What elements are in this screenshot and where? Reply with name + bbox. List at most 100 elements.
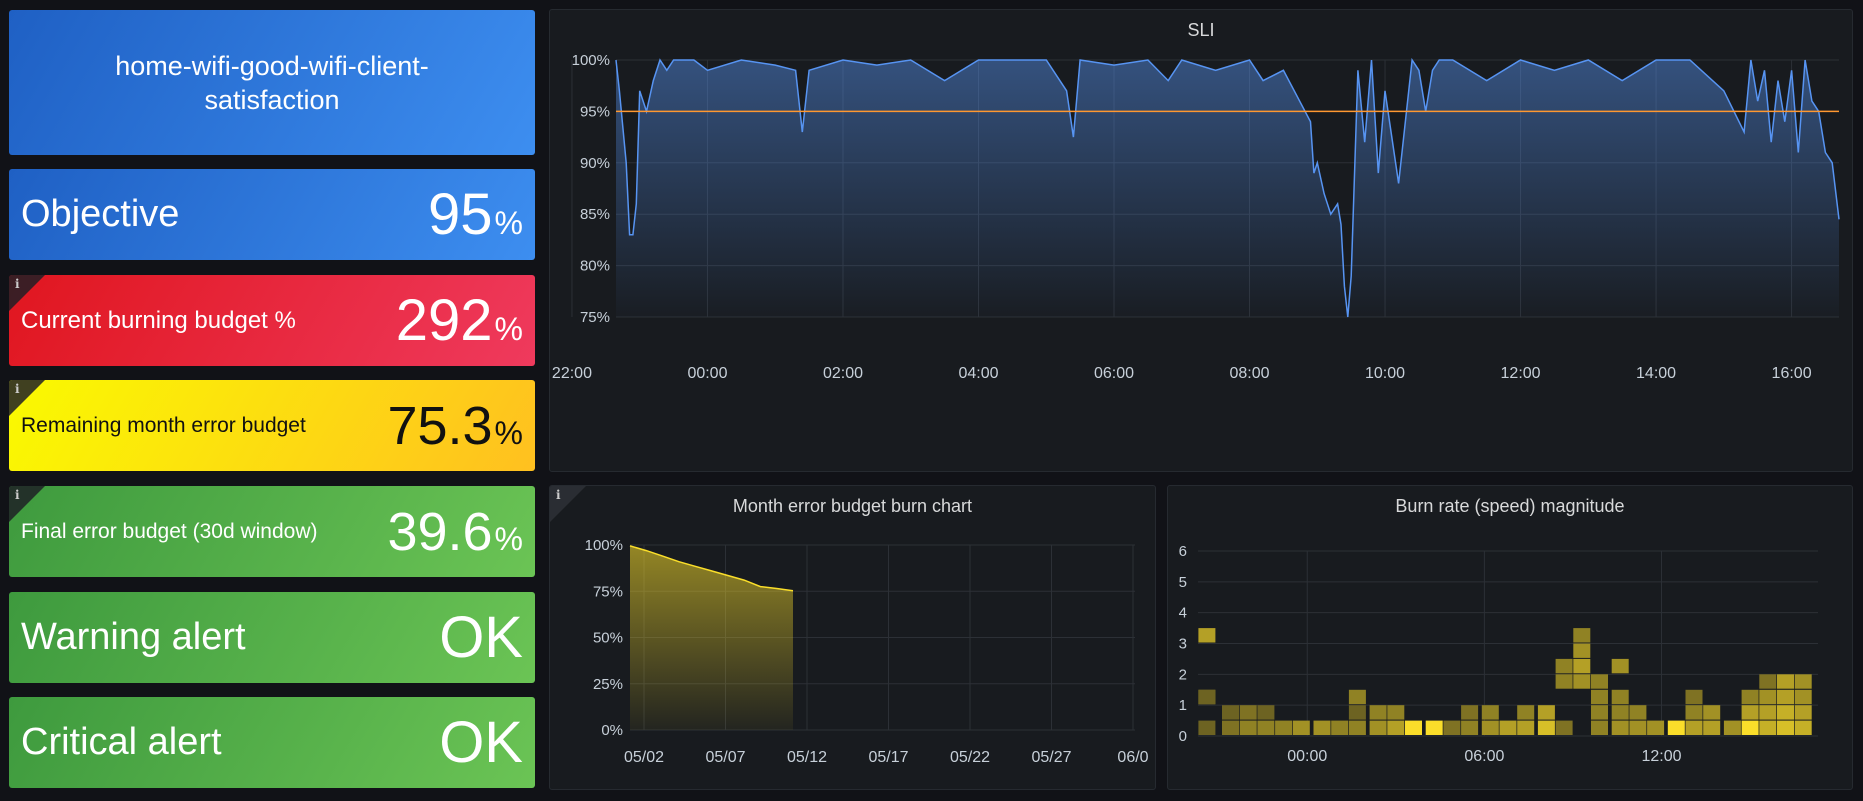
burning-budget-value: 292%: [396, 291, 523, 350]
info-corner[interactable]: [9, 275, 45, 311]
heatmap-cell: [1348, 705, 1366, 720]
burn-chart-y-tick-label: 0%: [601, 722, 623, 739]
heatmap-cell: [1703, 720, 1721, 735]
heatmap-cell: [1443, 720, 1461, 735]
info-corner[interactable]: [9, 486, 45, 522]
critical-alert-label: Critical alert: [21, 721, 222, 763]
warning-alert-stat: Warning alert OK: [9, 592, 535, 683]
heatmap-cell: [1517, 720, 1535, 735]
heatmap-cell: [1685, 705, 1703, 720]
sli-series-line: [615, 57, 1840, 318]
info-icon[interactable]: i: [15, 382, 20, 396]
info-icon[interactable]: i: [556, 488, 561, 502]
final-budget-label: Final error budget (30d window): [21, 519, 318, 543]
sli-x-tick-label: 08:00: [1229, 365, 1269, 382]
burning-budget-unit: %: [494, 310, 523, 347]
sli-x-tick-label: 06:00: [1094, 365, 1134, 382]
heatmap-cell: [1292, 720, 1310, 735]
objective-label: Objective: [21, 193, 180, 235]
info-icon[interactable]: i: [15, 277, 20, 291]
objective-value: 95%: [428, 185, 523, 244]
heatmap-cell: [1777, 720, 1794, 735]
sli-area: [616, 60, 1839, 317]
burn-rate-heatmap: 0 1 2 3 4 5 6 00:00 06:00 12:00: [1179, 543, 1818, 765]
burn-chart-x-tick-label: 05/22: [950, 749, 990, 766]
heatmap-cell: [1611, 689, 1629, 705]
heatmap-cell: [1703, 705, 1721, 720]
heatmap-cell: [1794, 720, 1812, 735]
sli-x-tick-label: 22:00: [552, 365, 592, 382]
budget-series-line: [629, 545, 794, 592]
burn-rate-x-tick-label: 06:00: [1464, 748, 1504, 765]
sli-x-tick-label: 02:00: [823, 365, 863, 382]
heatmap-cell: [1537, 720, 1555, 735]
heatmap-cell: [1777, 674, 1794, 689]
heatmap-cell: [1198, 689, 1216, 705]
heatmap-cell: [1759, 689, 1777, 705]
sli-y-tick-label: 90%: [580, 155, 610, 172]
burn-chart-y-tick-label: 75%: [593, 583, 623, 600]
sli-y-tick-label: 80%: [580, 258, 610, 275]
heatmap-cell: [1741, 720, 1759, 735]
final-budget-unit: %: [494, 520, 523, 557]
heatmap-cell: [1313, 720, 1331, 735]
heatmap-cell: [1629, 705, 1647, 720]
heatmap-cell: [1461, 705, 1479, 720]
sli-y-tick-label: 75%: [580, 309, 610, 326]
heatmap-cell: [1723, 720, 1741, 735]
heatmap-cell: [1591, 705, 1608, 720]
info-icon[interactable]: i: [15, 488, 20, 502]
burn-rate-y-tick-label: 6: [1179, 543, 1187, 560]
heatmap-cell: [1573, 643, 1591, 658]
heatmap-cell: [1369, 720, 1387, 735]
heatmap-cell: [1741, 689, 1759, 705]
burn-rate-y-tick-label: 2: [1179, 666, 1187, 683]
heatmap-cell: [1741, 705, 1759, 720]
burning-budget-number: 292: [395, 287, 493, 353]
burn-chart-title: Month error budget burn chart: [732, 496, 973, 516]
heatmap-cell: [1611, 720, 1629, 735]
heatmap-cell: [1239, 720, 1257, 735]
sli-x-tick-label: 16:00: [1772, 365, 1812, 382]
heatmap-cell: [1794, 689, 1812, 705]
heatmap-cell: [1629, 720, 1647, 735]
heatmap-cell: [1591, 674, 1608, 689]
heatmap-cell: [1573, 674, 1591, 689]
info-corner[interactable]: [9, 380, 45, 416]
heatmap-cell: [1499, 720, 1517, 735]
info-corner[interactable]: [550, 486, 586, 522]
heatmap-cell: [1794, 705, 1812, 720]
heatmap-cell: [1759, 720, 1777, 735]
heatmap-cell: [1198, 628, 1216, 643]
final-budget-number: 39.6: [387, 501, 493, 562]
heatmap-cell: [1555, 720, 1573, 735]
heatmap-cell: [1611, 705, 1629, 720]
heatmap-cell: [1777, 705, 1794, 720]
burn-chart-x-tick-label: 06/0: [1117, 749, 1148, 766]
burn-chart-x-tick-label: 05/12: [787, 749, 827, 766]
burn-chart-y-tick-label: 100%: [585, 537, 623, 554]
objective-stat: Objective 95%: [9, 169, 535, 260]
heatmap-cell: [1759, 674, 1777, 689]
warning-alert-label: Warning alert: [21, 616, 246, 658]
heatmap-cell: [1647, 720, 1665, 735]
heatmap-cell: [1222, 705, 1239, 720]
slo-name: home-wifi-good-wifi-client-satisfaction: [115, 50, 429, 115]
burn-chart: 100% 75% 50% 25% 0% 05/02 05/07 05/12 05/17 05/2…: [585, 537, 1149, 766]
heatmap-cell: [1591, 720, 1608, 735]
heatmap-cell: [1405, 720, 1422, 735]
heatmap-cell: [1611, 658, 1629, 674]
sli-x-tick-label: 00:00: [687, 365, 727, 382]
heatmap-cell: [1573, 658, 1591, 674]
burn-chart-x-tick-label: 05/27: [1031, 749, 1071, 766]
budget-area: [630, 545, 793, 730]
heatmap-cell: [1257, 720, 1275, 735]
remaining-budget-stat: i Remaining month error budget 75.3%: [9, 380, 535, 471]
remaining-budget-unit: %: [494, 414, 523, 451]
remaining-budget-value: 75.3%: [387, 399, 523, 453]
heatmap-cell: [1387, 705, 1405, 720]
burn-rate-panel: Burn rate (speed) magnitude 0 1 2 3 4 5 6 00:0…: [1167, 485, 1853, 790]
burn-rate-x-tick-label: 00:00: [1287, 748, 1327, 765]
heatmap-cell: [1685, 720, 1703, 735]
burn-rate-y-tick-label: 4: [1179, 605, 1187, 622]
